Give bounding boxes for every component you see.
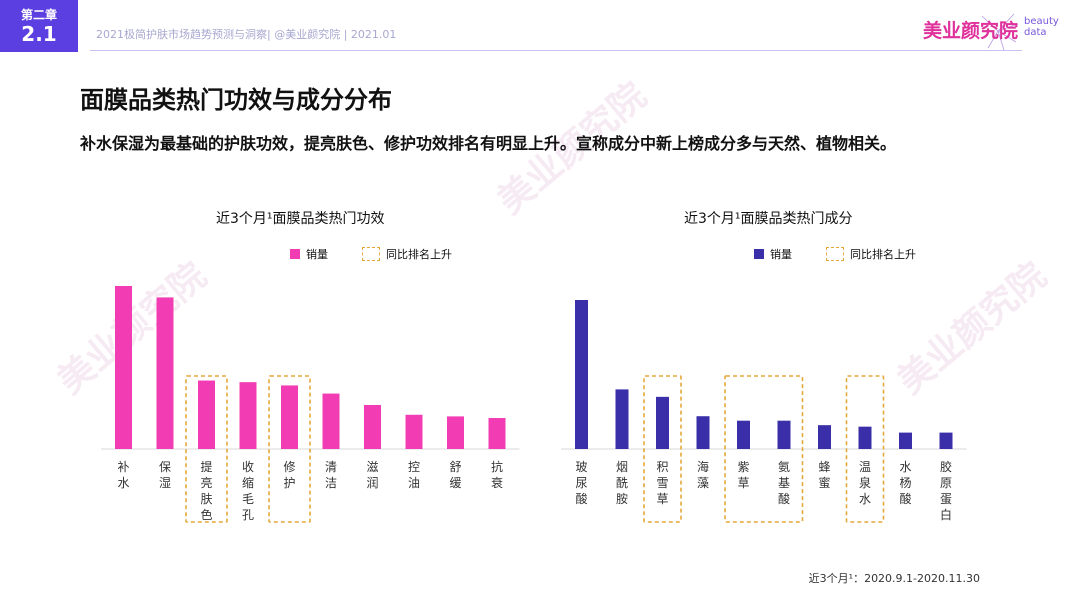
bar-积雪草 [656,396,669,449]
bar-水杨酸 [899,432,912,449]
footnote: 近3个月¹：2020.9.1-2020.11.30 [808,572,980,585]
bar-滋润 [364,404,381,449]
bar-保湿 [156,297,174,449]
category-label: 蜂蜜 [818,460,830,490]
bar-清洁 [322,393,340,449]
right-chart-legend: 销量 同比排名上升 [754,246,916,262]
legend-rising-swatch [362,247,380,261]
bar-补水 [115,286,132,449]
rising-rank-highlight-box [185,375,228,523]
legend-sales-label: 销量 [770,248,792,261]
bar-修护 [281,385,298,449]
left-chart-legend: 销量 同比排名上升 [290,246,452,262]
chapter-number: 2.1 [21,22,57,46]
legend-sales-label: 销量 [306,248,328,261]
category-label: 清洁 [325,460,337,490]
category-label: 氨基酸 [778,460,790,506]
category-label: 舒缓 [449,460,461,490]
header-divider [90,50,1022,51]
page-description: 补水保湿为最基础的护肤功效，提亮肤色、修护功效排名有明显上升。宣称成分中新上榜成… [80,134,897,153]
brand-logo: 美业颜究院 [922,20,1018,42]
category-label: 胶原蛋白 [940,459,952,522]
bar-提亮肤色 [198,380,215,449]
legend-rising-label: 同比排名上升 [850,248,916,261]
bar-收缩毛孔 [239,382,257,449]
category-label: 温泉水 [859,460,871,506]
breadcrumb: 2021极简护肤市场趋势预测与洞察| @美业颜究院 | 2021.01 [96,28,397,41]
bar-胶原蛋白 [939,432,953,449]
chapter-badge: 第二章 2.1 [0,0,78,52]
category-label: 滋润 [366,460,378,490]
left-chart-title: 近3个月¹面膜品类热门功效 [216,211,385,227]
bar-温泉水 [858,426,872,449]
category-label: 收缩毛孔 [242,460,254,522]
category-label: 补水 [117,460,129,490]
rising-rank-highlight-box [724,375,804,523]
rising-rank-highlight-box [643,375,682,523]
bar-舒缓 [447,416,464,449]
bar-蜂蜜 [818,425,831,449]
category-label: 水杨酸 [899,460,911,506]
bar-氨基酸 [777,420,791,449]
bar-玻尿酸 [575,300,588,449]
category-label: 紫草 [737,460,749,490]
category-label: 保湿 [159,460,171,490]
category-label: 抗衰 [491,459,503,490]
right-chart-title: 近3个月¹面膜品类热门成分 [684,211,853,227]
legend-rising-swatch [826,247,844,261]
rising-rank-highlight-box [268,375,311,523]
category-label: 积雪草 [656,460,668,506]
bar-海藻 [696,416,710,449]
bar-抗衰 [488,418,506,449]
bar-控油 [405,414,423,449]
category-label: 海藻 [697,459,709,490]
legend-rising-label: 同比排名上升 [386,248,452,261]
category-label: 控油 [408,460,420,490]
category-label: 修护 [283,459,295,490]
page-title: 面膜品类热门功效与成分分布 [80,86,392,114]
category-label: 提亮肤色 [200,459,212,522]
legend-sales-swatch [290,249,300,259]
logo-burst-icon [981,13,1019,51]
brand-logo-side: beauty data [1024,16,1059,38]
category-label: 烟酰胺 [616,460,628,506]
legend-sales-swatch [754,249,764,259]
bar-烟酰胺 [615,389,629,449]
bar-紫草 [737,420,750,449]
category-label: 玻尿酸 [575,460,587,506]
rising-rank-highlight-box [845,375,885,523]
chapter-label: 第二章 [20,8,57,22]
